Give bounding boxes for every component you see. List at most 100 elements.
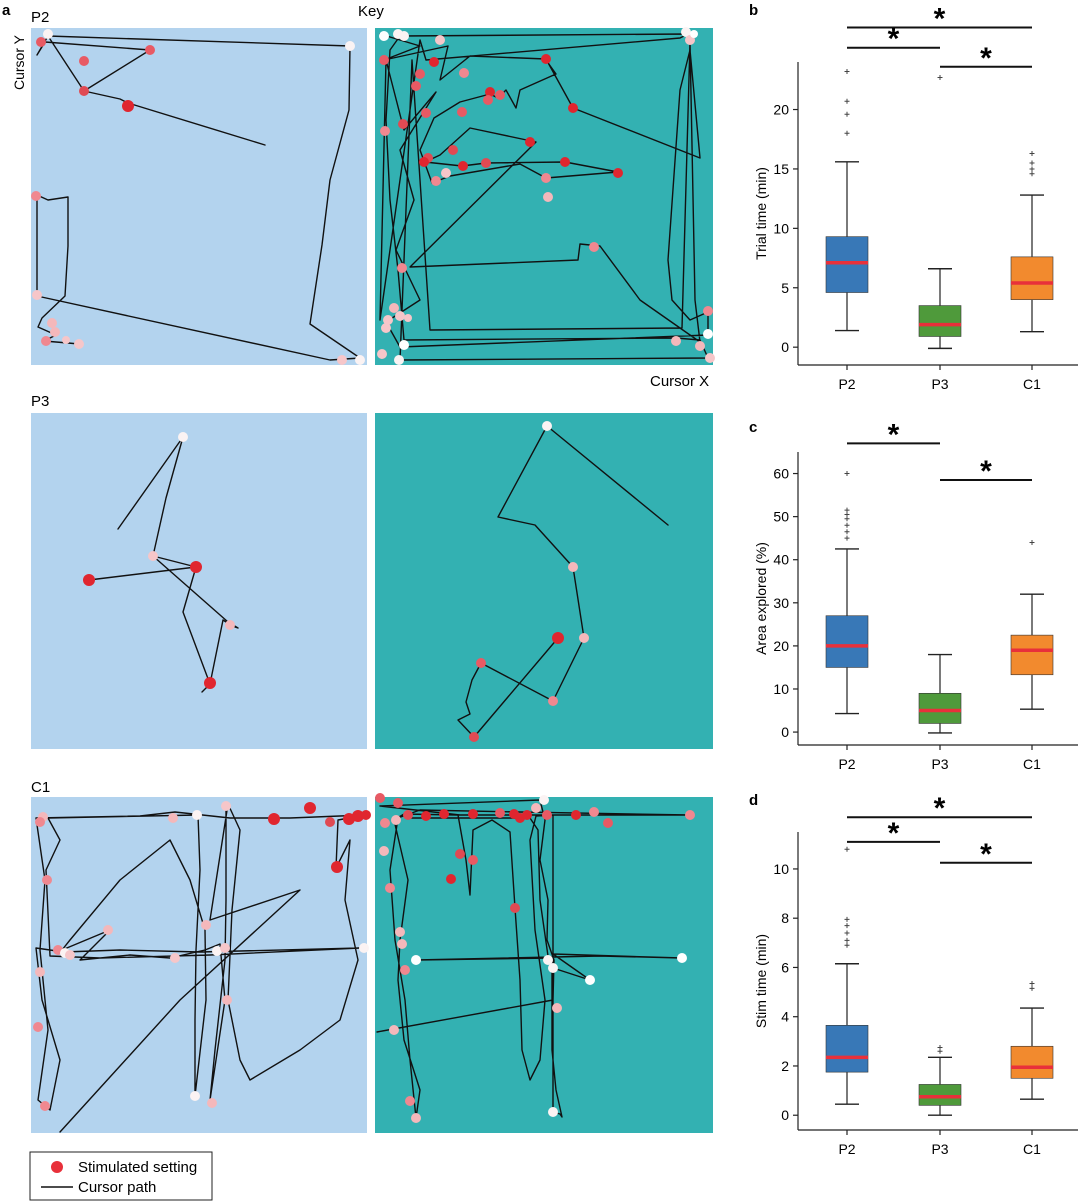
y-tick-label: 20 bbox=[773, 102, 789, 118]
row-label-c1: C1 bbox=[31, 779, 50, 796]
outlier-marker bbox=[844, 507, 850, 513]
iqr-box bbox=[1010, 634, 1054, 676]
y-axis-label: Area explored (%) bbox=[753, 542, 769, 655]
iqr-box bbox=[825, 1025, 869, 1073]
outlier-marker bbox=[844, 98, 850, 104]
p2-key-dots bbox=[377, 27, 715, 365]
iqr-box bbox=[918, 1084, 962, 1106]
y-tick-label: 5 bbox=[781, 280, 789, 296]
outlier-marker bbox=[844, 529, 850, 535]
box-p3 bbox=[918, 653, 962, 734]
panel-d-letter: d bbox=[749, 792, 758, 809]
c1-key-path bbox=[376, 799, 691, 1119]
legend-path-label: Cursor path bbox=[78, 1179, 156, 1196]
p2-cursor-square bbox=[31, 28, 367, 365]
p3-key-dots bbox=[469, 421, 589, 742]
outlier-marker bbox=[844, 522, 850, 528]
p3-cursor-path bbox=[88, 436, 239, 693]
legend: Stimulated setting Cursor path bbox=[29, 1151, 213, 1201]
significance-star: * bbox=[888, 23, 900, 56]
outlier-marker bbox=[937, 1045, 943, 1050]
p3-cursor-dots bbox=[83, 432, 235, 689]
outlier-marker bbox=[844, 130, 850, 136]
iqr-box bbox=[825, 236, 869, 293]
significance-star: * bbox=[980, 42, 992, 75]
panel-a: a P2 Key Cursor Y Cursor X P3 C1 bbox=[2, 2, 715, 1201]
iqr-box bbox=[918, 305, 962, 337]
y-axis-label: Trial time (min) bbox=[753, 167, 769, 260]
x-tick-label-p3: P3 bbox=[931, 1141, 948, 1157]
outlier-marker bbox=[1029, 539, 1035, 545]
box-p2 bbox=[825, 69, 869, 332]
outlier-marker bbox=[844, 471, 850, 477]
p3-key-square bbox=[375, 413, 713, 749]
box-p2 bbox=[825, 846, 869, 1105]
box-c1 bbox=[1010, 539, 1054, 710]
outlier-marker bbox=[844, 516, 850, 522]
y-tick-label: 6 bbox=[781, 959, 789, 975]
outlier-marker bbox=[844, 846, 850, 852]
outlier-marker bbox=[937, 74, 943, 80]
outlier-marker bbox=[1029, 985, 1035, 991]
y-tick-label: 0 bbox=[781, 1107, 789, 1123]
significance-star: * bbox=[934, 3, 946, 36]
outlier-marker bbox=[1029, 150, 1035, 156]
outlier-marker bbox=[1029, 160, 1035, 166]
outlier-marker bbox=[844, 937, 850, 943]
x-tick-label-p3: P3 bbox=[931, 756, 948, 772]
y-tick-label: 0 bbox=[781, 724, 789, 740]
iqr-box bbox=[825, 615, 869, 668]
x-tick-label-c1: C1 bbox=[1023, 756, 1041, 772]
box-p3 bbox=[918, 1045, 962, 1116]
chart-b-trial-time: b 0 5 10 15 20 Trial time (min) P2 P3 C1 * * * bbox=[749, 2, 1078, 392]
y-tick-label: 8 bbox=[781, 910, 789, 926]
box-c1 bbox=[1010, 980, 1054, 1100]
iqr-box bbox=[918, 692, 962, 724]
outlier-marker bbox=[844, 930, 850, 936]
outlier-marker bbox=[844, 69, 850, 75]
significance-star: * bbox=[888, 817, 900, 850]
legend-stimulated-marker bbox=[51, 1161, 63, 1173]
panel-a-letter: a bbox=[2, 2, 11, 19]
outlier-marker bbox=[844, 535, 850, 541]
panel-b-letter: b bbox=[749, 2, 758, 19]
p3-cursor-square bbox=[31, 413, 367, 749]
y-tick-label: 20 bbox=[773, 638, 789, 654]
significance-star: * bbox=[888, 418, 900, 451]
y-tick-label: 30 bbox=[773, 595, 789, 611]
outlier-marker bbox=[1029, 171, 1035, 177]
c1-key-square bbox=[375, 797, 713, 1133]
legend-stimulated-label: Stimulated setting bbox=[78, 1159, 197, 1176]
box-p3 bbox=[918, 74, 962, 350]
c1-key-dots bbox=[375, 793, 695, 1123]
significance-star: * bbox=[934, 792, 946, 825]
outlier-marker bbox=[844, 111, 850, 117]
x-tick-label-c1: C1 bbox=[1023, 376, 1041, 392]
iqr-box bbox=[1010, 256, 1054, 300]
outlier-marker bbox=[1029, 166, 1035, 172]
row-label-p3: P3 bbox=[31, 393, 49, 410]
box-c1 bbox=[1010, 150, 1054, 333]
iqr-box bbox=[1010, 1045, 1054, 1079]
outlier-marker bbox=[844, 511, 850, 517]
y-tick-label: 10 bbox=[773, 861, 789, 877]
y-tick-label: 40 bbox=[773, 552, 789, 568]
outlier-marker bbox=[844, 942, 850, 948]
y-tick-label: 0 bbox=[781, 339, 789, 355]
y-tick-label: 2 bbox=[781, 1058, 789, 1074]
outlier-marker bbox=[844, 923, 850, 929]
y-tick-label: 10 bbox=[773, 681, 789, 697]
y-tick-label: 50 bbox=[773, 509, 789, 525]
p2-cursor-dots bbox=[31, 29, 365, 365]
outlier-marker bbox=[844, 916, 850, 922]
p2-cursor-path bbox=[36, 35, 361, 361]
cursor-x-label: Cursor X bbox=[650, 373, 709, 390]
y-tick-label: 4 bbox=[781, 1009, 789, 1025]
chart-c-area-explored: c 0 10 20 30 40 50 60 Area explored (%) P2 P3 C1 * * bbox=[749, 418, 1078, 772]
x-tick-label-p3: P3 bbox=[931, 376, 948, 392]
x-tick-label-p2: P2 bbox=[838, 376, 855, 392]
panel-c-letter: c bbox=[749, 419, 757, 436]
key-label: Key bbox=[358, 3, 384, 20]
y-tick-label: 60 bbox=[773, 466, 789, 482]
